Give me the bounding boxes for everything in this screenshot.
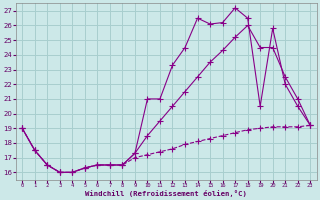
- X-axis label: Windchill (Refroidissement éolien,°C): Windchill (Refroidissement éolien,°C): [85, 190, 247, 197]
